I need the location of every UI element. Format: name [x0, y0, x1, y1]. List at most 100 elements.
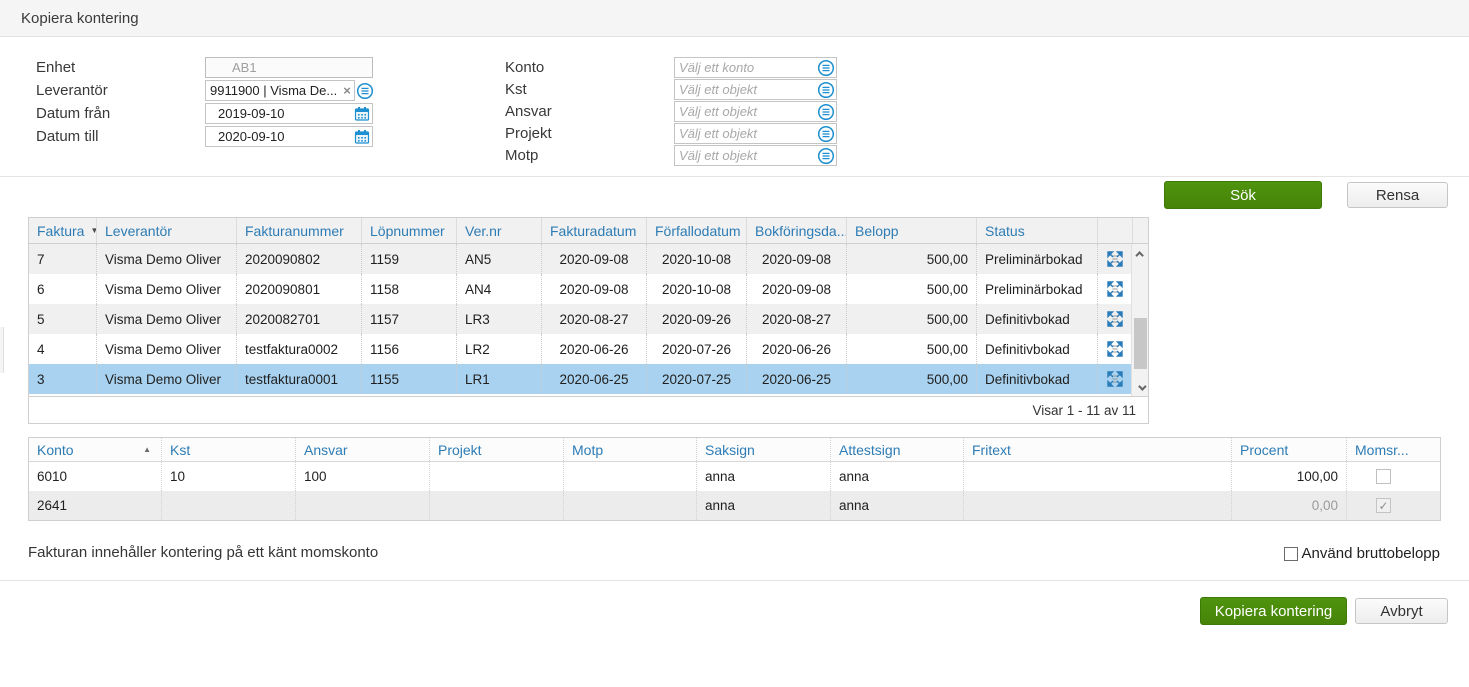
column-header-procent[interactable]: Procent	[1231, 438, 1346, 461]
copy-accounting-button[interactable]: Kopiera kontering	[1200, 597, 1347, 625]
ansvar-input[interactable]	[675, 102, 816, 121]
cell-ver-nr: LR2	[456, 334, 541, 364]
list-circle-icon	[356, 82, 374, 99]
cell-fakturadatum: 2020-09-08	[541, 244, 646, 274]
cell-l-pnummer: 1158	[361, 274, 456, 304]
kst-lookup-button[interactable]	[816, 80, 836, 99]
column-header-f-rfallodatum[interactable]: Förfallodatum	[646, 218, 746, 243]
cell-fakturanummer: testfaktura0001	[236, 364, 361, 394]
open-invoice-image-button[interactable]	[1097, 304, 1132, 334]
leverantor-input[interactable]	[206, 81, 340, 100]
konto-input[interactable]	[675, 58, 816, 77]
leverantor-field[interactable]: ×	[205, 80, 355, 101]
column-header-bokf-ringsda[interactable]: Bokföringsda...	[746, 218, 846, 243]
cell-f-rfallodatum: 2020-07-25	[646, 364, 746, 394]
chevron-down-icon	[1137, 382, 1147, 391]
projekt-lookup-button[interactable]	[816, 124, 836, 143]
column-header-attestsign[interactable]: Attestsign	[830, 438, 963, 461]
scrollbar-thumb[interactable]	[1134, 317, 1147, 369]
moms-checkbox[interactable]	[1376, 469, 1391, 484]
kst-field[interactable]	[674, 79, 837, 100]
ansvar-field[interactable]	[674, 101, 837, 122]
invoice-row-4[interactable]: 4 Visma Demo Oliver testfaktura0002 1156 LR2…	[29, 334, 1132, 364]
cancel-button[interactable]: Avbryt	[1355, 598, 1448, 624]
cell-fakturanummer: 2020082701	[236, 304, 361, 334]
column-header-leverant-r[interactable]: Leverantör	[96, 218, 236, 243]
open-invoice-image-button[interactable]	[1097, 364, 1132, 394]
column-header-l-pnummer[interactable]: Löpnummer	[361, 218, 456, 243]
open-invoice-image-button[interactable]	[1097, 334, 1132, 364]
cell-fakturanummer: testfaktura0002	[236, 334, 361, 364]
search-button[interactable]: Sök	[1164, 181, 1322, 209]
datum-till-input[interactable]	[206, 127, 352, 146]
motp-label: Motp	[505, 147, 539, 164]
accounting-row-6010[interactable]: 6010 10 100 anna anna 100,00	[29, 462, 1440, 491]
scrollbar-spacer	[1132, 218, 1149, 243]
kst-input[interactable]	[675, 80, 816, 99]
copy-accounting-button-label: Kopiera kontering	[1214, 602, 1333, 620]
projekt-label: Projekt	[505, 125, 552, 142]
cell-procent: 100,00	[1231, 462, 1346, 491]
filter-row-ansvar: Ansvar	[505, 101, 837, 122]
leverantor-lookup-button[interactable]	[355, 81, 375, 100]
datum-fran-calendar-button[interactable]	[352, 104, 372, 123]
accounting-row-2641[interactable]: 2641 anna anna 0,00 ✓	[29, 491, 1440, 520]
motp-field[interactable]	[674, 145, 837, 166]
invoice-grid-header: Faktura▼.LeverantörFakturanummerLöpnumme…	[29, 218, 1148, 244]
checkbox-icon[interactable]	[1283, 546, 1298, 561]
cell-belopp: 500,00	[846, 244, 976, 274]
column-header-fakturanummer[interactable]: Fakturanummer	[236, 218, 361, 243]
column-header-ansvar[interactable]: Ansvar	[295, 438, 429, 461]
invoice-row-7[interactable]: 7 Visma Demo Oliver 2020090802 1159 AN5 2020-…	[29, 244, 1132, 274]
column-header-kst[interactable]: Kst	[161, 438, 295, 461]
clear-button[interactable]: Rensa	[1347, 182, 1448, 208]
projekt-input[interactable]	[675, 124, 816, 143]
cell-belopp: 500,00	[846, 304, 976, 334]
open-invoice-image-button[interactable]	[1097, 244, 1132, 274]
cell-momsrad	[1346, 462, 1420, 491]
filter-row-konto: Konto	[505, 57, 837, 78]
cell-belopp: 500,00	[846, 334, 976, 364]
chevron-up-icon	[1134, 251, 1144, 260]
expand-invoice-icon	[1107, 251, 1123, 267]
column-header-faktura[interactable]: Faktura▼.	[29, 218, 96, 243]
datum-fran-field[interactable]	[205, 103, 373, 124]
cell-fakturadatum: 2020-06-25	[541, 364, 646, 394]
grid-pagination: Visar 1 - 11 av 11	[29, 396, 1148, 423]
cell-fakturanummer: 2020090802	[236, 244, 361, 274]
cell-belopp: 500,00	[846, 364, 976, 394]
column-header-fritext[interactable]: Fritext	[963, 438, 1231, 461]
page-title: Kopiera kontering	[21, 9, 139, 27]
column-header-status[interactable]: Status	[976, 218, 1097, 243]
use-gross-amount-checkbox[interactable]: Använd bruttobelopp	[1283, 545, 1440, 562]
vertical-scrollbar[interactable]	[1131, 244, 1148, 398]
scroll-down-button[interactable]	[1132, 380, 1149, 396]
konto-lookup-button[interactable]	[816, 58, 836, 77]
column-header-belopp[interactable]: Belopp	[846, 218, 976, 243]
clear-leverantor-icon[interactable]: ×	[343, 83, 351, 98]
column-header-motp[interactable]: Motp	[563, 438, 696, 461]
icon-column-header	[1097, 218, 1132, 243]
accounting-grid-header: Konto ▲ Kst Ansvar Projekt Motp Saksign Attests…	[29, 438, 1440, 462]
column-header-konto[interactable]: Konto ▲	[37, 441, 151, 458]
column-header-ver-nr[interactable]: Ver.nr	[456, 218, 541, 243]
open-invoice-image-button[interactable]	[1097, 274, 1132, 304]
invoice-row-3[interactable]: 3 Visma Demo Oliver testfaktura0001 1155 LR1…	[29, 364, 1132, 394]
moms-checkbox[interactable]: ✓	[1376, 498, 1391, 513]
column-header-fakturadatum[interactable]: Fakturadatum	[541, 218, 646, 243]
invoice-row-6[interactable]: 6 Visma Demo Oliver 2020090801 1158 AN4 2020-…	[29, 274, 1132, 304]
projekt-field[interactable]	[674, 123, 837, 144]
column-header-saksign[interactable]: Saksign	[696, 438, 830, 461]
invoice-row-5[interactable]: 5 Visma Demo Oliver 2020082701 1157 LR3 2020-…	[29, 304, 1132, 334]
scroll-up-button[interactable]	[1132, 246, 1149, 262]
datum-till-calendar-button[interactable]	[352, 127, 372, 146]
ansvar-lookup-button[interactable]	[816, 102, 836, 121]
motp-lookup-button[interactable]	[816, 146, 836, 165]
column-header-momsr[interactable]: Momsr...	[1346, 438, 1420, 461]
motp-input[interactable]	[675, 146, 816, 165]
datum-till-field[interactable]	[205, 126, 373, 147]
datum-fran-input[interactable]	[206, 104, 352, 123]
column-header-projekt[interactable]: Projekt	[429, 438, 563, 461]
konto-field[interactable]	[674, 57, 837, 78]
